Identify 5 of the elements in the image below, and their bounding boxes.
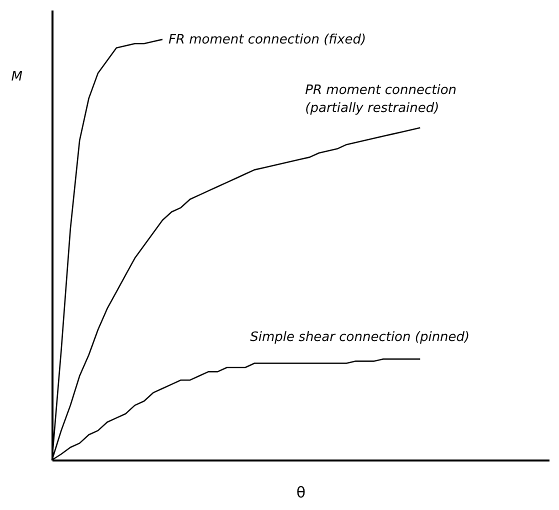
text: PR moment connection (partially restrained): [305, 82, 457, 116]
y-axis-title: M: [11, 70, 22, 84]
series-label: Simple shear connection (pinned): [250, 330, 470, 346]
series-label: FR moment connection (fixed): [168, 32, 366, 48]
x-axis-title: θ: [296, 484, 306, 502]
